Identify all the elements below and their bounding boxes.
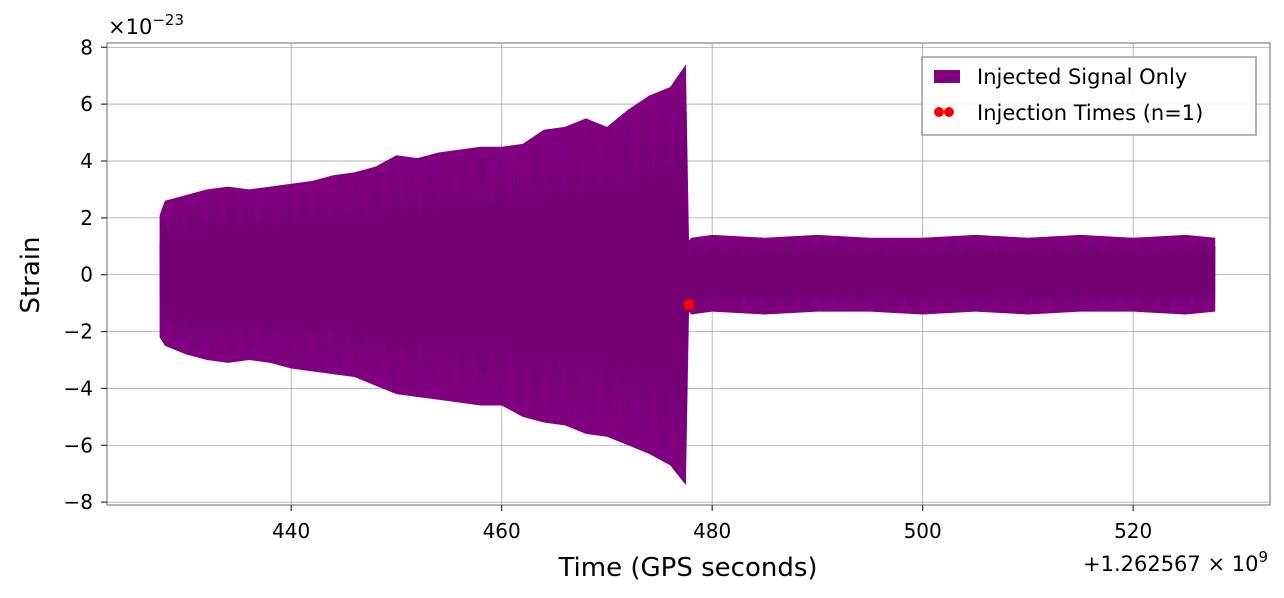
legend-box — [921, 56, 1257, 136]
x-tick-label: 500 — [904, 519, 942, 543]
x-axis-ticks: 440 460 480 500 520 — [272, 505, 1152, 543]
x-tick-label: 480 — [693, 519, 731, 543]
x-axis-label: Time (GPS seconds) — [557, 553, 817, 583]
plot-area — [159, 64, 1216, 486]
legend-label-injection-times: Injection Times (n=1) — [977, 101, 1203, 125]
x-tick-label: 440 — [272, 519, 310, 543]
x-offset-label: +1.262567 × 109 — [1083, 548, 1268, 576]
legend-label-injected-signal: Injected Signal Only — [977, 65, 1187, 89]
y-tick-label: −2 — [64, 320, 93, 344]
y-tick-label: 6 — [80, 92, 93, 116]
y-tick-label: −8 — [64, 490, 93, 514]
legend-marker-injection-times-b — [944, 107, 954, 117]
legend: Injected Signal Only Injection Times (n=… — [921, 56, 1257, 136]
x-tick-label: 520 — [1114, 519, 1152, 543]
x-offset-exponent: 9 — [1258, 548, 1268, 566]
injection-time-point — [683, 299, 695, 311]
axes-frame — [106, 42, 1271, 506]
x-tick-label: 460 — [483, 519, 521, 543]
y-tick-label: −6 — [64, 433, 93, 457]
y-scale-base: ×10 — [108, 15, 152, 39]
x-offset-times: × 10 — [1201, 552, 1259, 576]
y-scale-factor: ×10−23 — [108, 11, 184, 39]
x-offset-value: +1.262567 — [1083, 552, 1201, 576]
y-tick-label: 2 — [80, 206, 93, 230]
legend-marker-injection-times-a — [934, 107, 944, 117]
y-scale-exponent: −23 — [152, 11, 184, 29]
legend-swatch-injected-signal — [934, 70, 960, 83]
y-tick-label: 8 — [80, 35, 93, 59]
strain-trace — [159, 72, 1216, 475]
y-axis-label: Strain — [16, 236, 46, 313]
y-tick-label: −4 — [64, 376, 93, 400]
y-axis-ticks: −8 −6 −4 −2 0 2 4 6 8 — [64, 35, 107, 514]
y-tick-label: 0 — [80, 263, 93, 287]
y-tick-label: 4 — [80, 149, 93, 173]
